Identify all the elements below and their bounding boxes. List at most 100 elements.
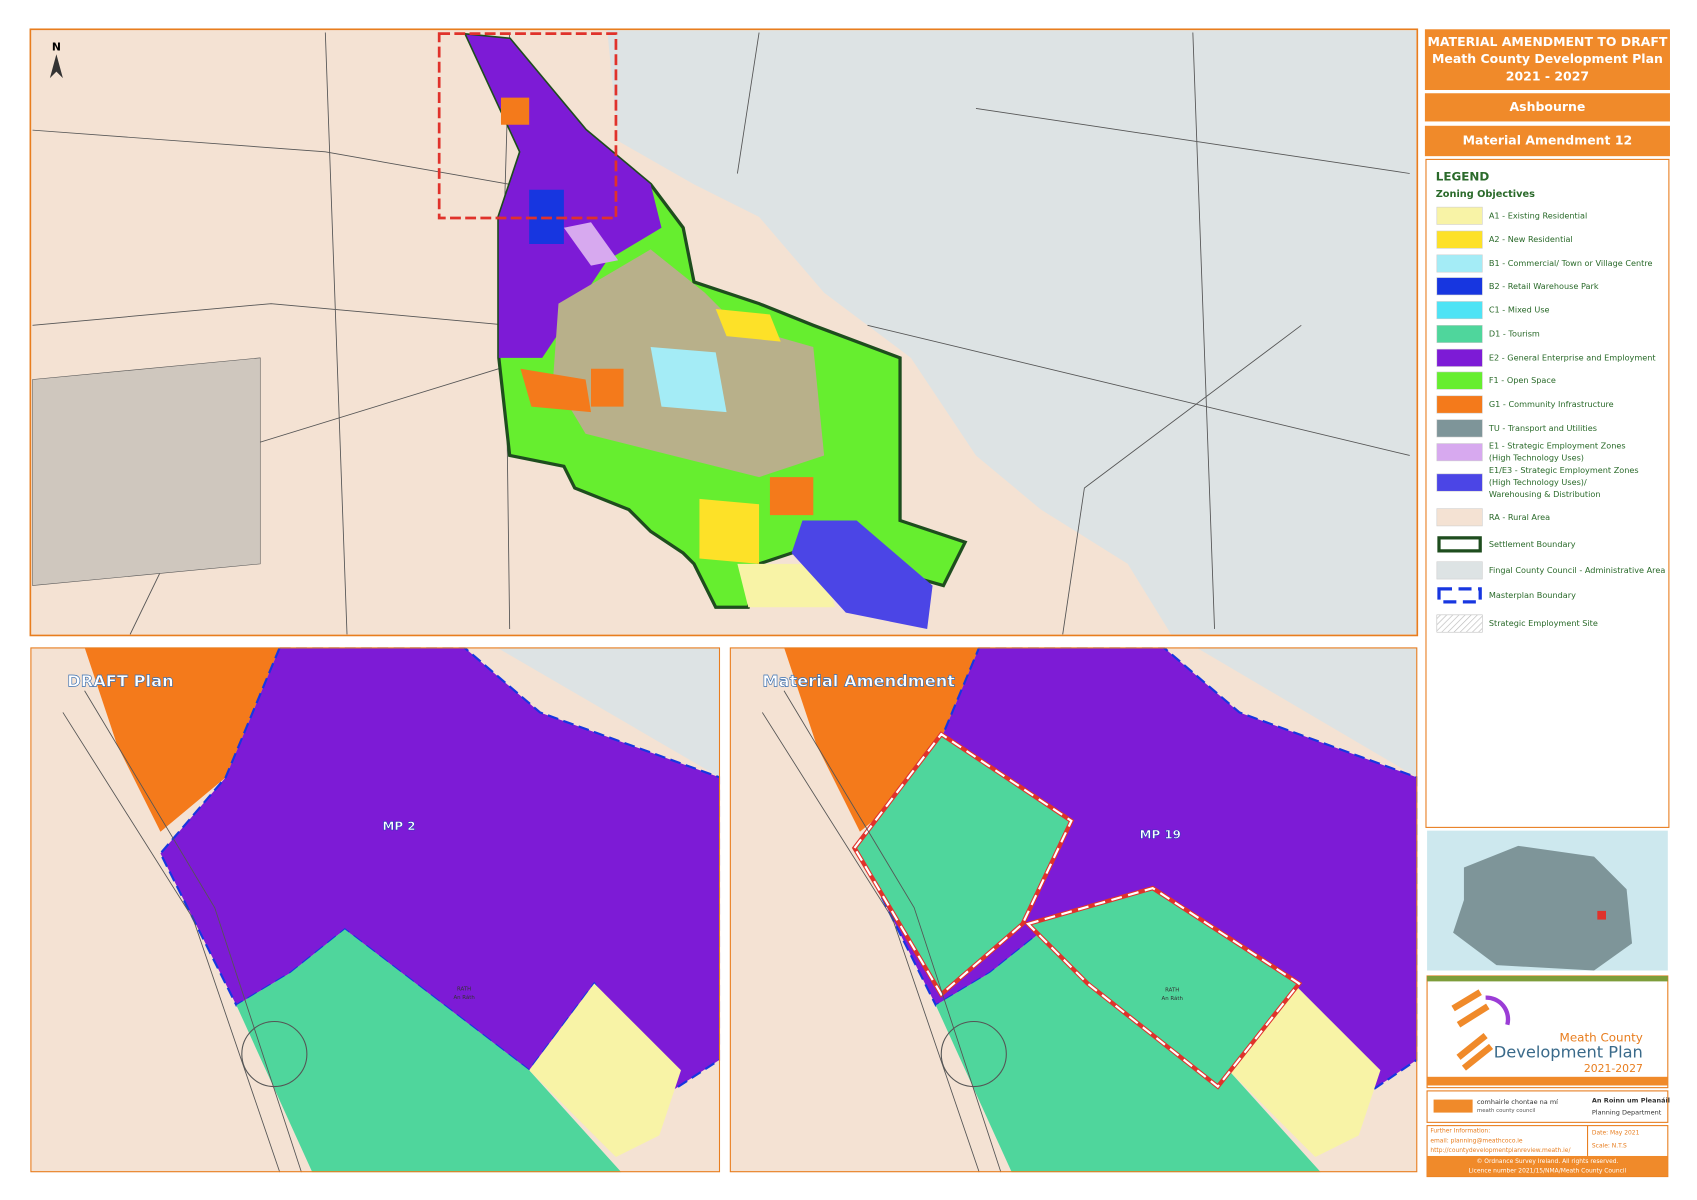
existing-residential [737, 563, 835, 608]
legend-swatch [1436, 277, 1483, 296]
place-name: An Ráth [453, 994, 474, 1001]
logo-text: Meath County [1560, 1030, 1643, 1044]
copyright: Licence number 2021/15/NMA/Meath County … [1469, 1168, 1627, 1175]
legend-label: A2 - New Residential [1489, 234, 1573, 244]
legend-swatch [1436, 371, 1483, 390]
north-arrow: N [52, 41, 61, 54]
footer-scale: Scale: N.T.S [1592, 1143, 1627, 1150]
fingal-area [607, 30, 1417, 635]
fingal-area [1163, 647, 1418, 778]
legend-label: B2 - Retail Warehouse Park [1489, 281, 1599, 291]
legend-swatch [1436, 325, 1483, 343]
logo-stripe [1427, 975, 1668, 982]
roundabout [940, 1020, 1007, 1088]
north-arrow-icon [49, 54, 63, 79]
draft-panel: DRAFT Plan MP 2 RATH An Ráth [30, 647, 721, 1173]
amendment-box [1424, 125, 1670, 157]
legend-label: (High Technology Uses)/ [1489, 477, 1587, 487]
community-zone [784, 647, 980, 832]
roundabout [241, 1020, 308, 1088]
strategic-employment [791, 520, 933, 629]
legend-swatch [1436, 395, 1483, 414]
legend-swatch [1436, 206, 1483, 225]
legend-label: Warehousing & Distribution [1489, 489, 1601, 499]
legend-swatch [1436, 254, 1483, 273]
title-box [1424, 29, 1670, 91]
footer-info: Further Information: [1430, 1128, 1490, 1135]
high-tech-zone [563, 222, 619, 266]
legend-swatch [1437, 587, 1482, 604]
legend-label: C1 - Mixed Use [1489, 305, 1550, 315]
town-box [1424, 93, 1670, 122]
legend-swatch [1436, 230, 1483, 249]
copyright-bar [1427, 1155, 1668, 1177]
legend-label: E1 - Strategic Employment Zones [1489, 441, 1626, 451]
community-zone [520, 368, 591, 413]
legend-swatch [1436, 348, 1483, 367]
title: MATERIAL AMENDMENT TO DRAFT [1427, 34, 1667, 49]
community-zone [500, 97, 530, 125]
county-outline [1453, 845, 1633, 971]
council-name: comhairle chontae na mí [1477, 1098, 1558, 1106]
legend-swatch [1436, 443, 1483, 462]
tourism-zone [236, 929, 622, 1173]
department: An Roinn um Pleanáil [1592, 1097, 1670, 1105]
legend-swatch [1436, 419, 1483, 438]
logo-mark [1451, 989, 1494, 1071]
amended-outline [853, 732, 1301, 1089]
tourism-zone [935, 929, 1321, 1173]
legend-swatch [1436, 508, 1483, 527]
existing-residential [529, 983, 682, 1158]
legend-label: Settlement Boundary [1489, 539, 1576, 549]
amendment-panel: Material Amendment MP 19 RATH An Ráth [729, 647, 1418, 1173]
legend-label: Fingal County Council - Administrative A… [1489, 565, 1665, 575]
council-logo [1433, 1099, 1473, 1113]
legend-label: G1 - Community Infrastructure [1489, 399, 1614, 409]
legend-swatch [1436, 473, 1483, 492]
community-zone [590, 368, 624, 407]
legend-label: D1 - Tourism [1489, 328, 1540, 338]
legend-label: TU - Transport and Utilities [1488, 423, 1597, 433]
community-zone [769, 477, 814, 516]
commercial-zone [650, 347, 727, 413]
ashbourne-zoning [437, 32, 968, 629]
masterplan-label: MP 19 [1140, 827, 1181, 841]
logo-box [1426, 975, 1669, 1089]
footer-info: http://countydevelopmentplanreview.meath… [1430, 1147, 1570, 1154]
amendment-area-box [437, 32, 618, 220]
legend-label: Masterplan Boundary [1489, 590, 1576, 600]
legend-label: F1 - Open Space [1489, 375, 1556, 385]
legend-label: A1 - Existing Residential [1489, 210, 1587, 220]
legend-label: E1/E3 - Strategic Employment Zones [1489, 465, 1639, 475]
legend-items: A1 - Existing Residential A2 - New Reside… [1436, 206, 1665, 633]
town-name: Ashbourne [1510, 99, 1586, 114]
council-name: meath county council [1477, 1108, 1535, 1114]
legend-swatch [1437, 536, 1482, 553]
panel-label: DRAFT Plan [67, 672, 173, 691]
new-residential [699, 498, 760, 564]
place-name: RATH [457, 986, 471, 992]
logo-mark [1485, 995, 1511, 1026]
logo-stripe [1427, 1076, 1668, 1086]
title: Meath County Development Plan [1432, 51, 1663, 66]
legend-label: E2 - General Enterprise and Employment [1489, 352, 1656, 362]
legend-label: Strategic Employment Site [1489, 618, 1598, 628]
department: Planning Department [1592, 1109, 1662, 1117]
legend-subtitle: Zoning Objectives [1436, 189, 1535, 200]
new-residential [715, 309, 781, 342]
logo-text: Development Plan [1494, 1042, 1643, 1061]
amendment-number: Material Amendment 12 [1463, 132, 1633, 147]
legend-title: LEGEND [1436, 169, 1490, 183]
legend-swatch [1436, 561, 1483, 580]
place-name: RATH [1165, 988, 1179, 994]
sheet-content: N DRAFT Plan MP 2 RATH An Ráth Material … [29, 28, 1670, 1178]
legend-label: (High Technology Uses) [1489, 453, 1584, 463]
legend-label: RA - Rural Area [1489, 512, 1550, 522]
logo-text: 2021-2027 [1584, 1062, 1643, 1075]
legend-label: B1 - Commercial/ Town or Village Centre [1489, 258, 1653, 268]
title: 2021 - 2027 [1506, 68, 1589, 83]
fingal-area [464, 647, 721, 778]
masterplan-area [159, 647, 721, 1094]
